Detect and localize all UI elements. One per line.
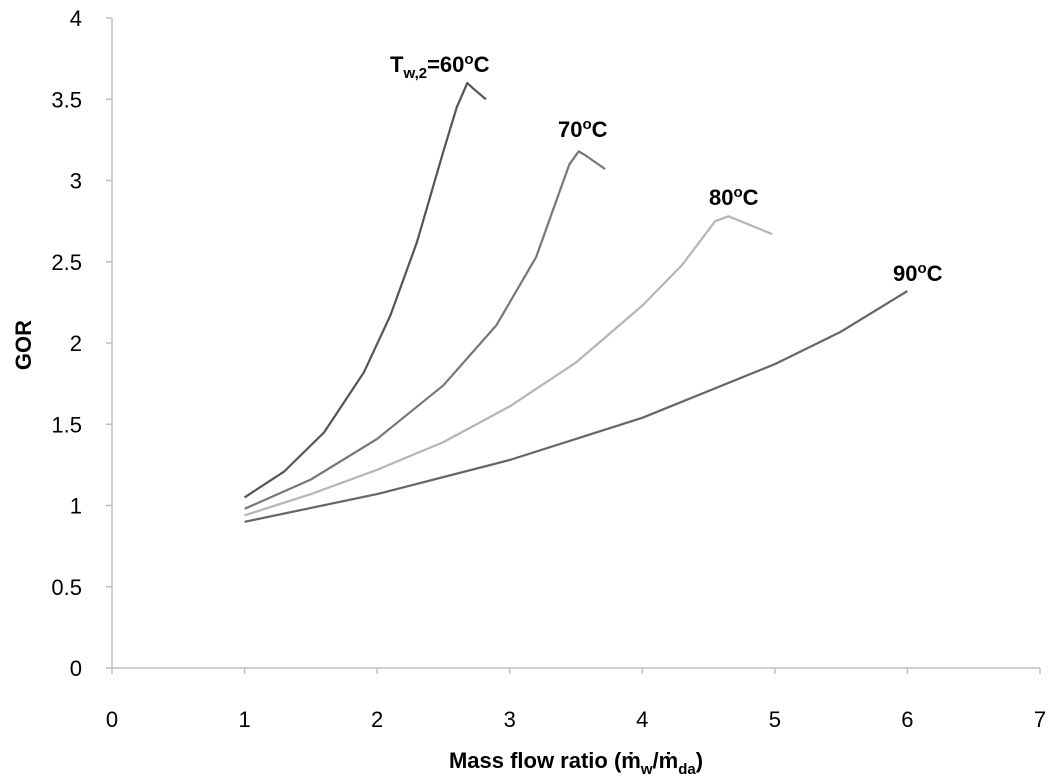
series-label-degree: o: [917, 260, 926, 277]
x-axis-title-mdot-w: ṁ: [621, 748, 641, 773]
series-lines: [243, 81, 908, 523]
x-tick-label: 2: [371, 707, 383, 732]
series-label-90: 90oC: [893, 260, 943, 286]
series-label-unit: C: [474, 52, 490, 77]
series-label-unit: C: [592, 117, 608, 142]
y-tick-label: 2.5: [51, 250, 82, 275]
series-label-degree: o: [733, 184, 742, 201]
y-tick-label: 0: [70, 656, 82, 681]
y-tick-label: 4: [70, 6, 82, 31]
series-label-main: T: [390, 52, 404, 77]
y-tick-label: 3: [70, 169, 82, 194]
series-line-80: [244, 215, 773, 517]
series-label-degree: o: [582, 116, 591, 133]
series-label-unit: C: [927, 261, 943, 286]
y-axis-title: GOR: [11, 320, 36, 370]
x-axis-title-sub-da: da: [678, 761, 696, 778]
series-line-T: [243, 81, 487, 499]
x-tick-label: 6: [901, 707, 913, 732]
x-axis-title-sub-w: w: [640, 761, 653, 778]
x-tick-label: 5: [769, 707, 781, 732]
series-label-main: 90: [893, 261, 917, 286]
y-axis-ticks: 0 0.5 1 1.5 2 2.5 3 3.5 4: [51, 6, 112, 681]
x-tick-label: 1: [238, 707, 250, 732]
series-line-70: [244, 150, 606, 510]
series-label-subscript: w,2: [402, 65, 427, 82]
x-tick-label: 7: [1034, 707, 1046, 732]
series-label-degree: o: [464, 51, 473, 68]
x-axis-title-close: ): [696, 748, 703, 773]
series-label-main: 70: [558, 117, 582, 142]
x-axis-title-slash: /: [653, 748, 659, 773]
x-tick-label: 3: [504, 707, 516, 732]
series-label-70: 70oC: [558, 116, 608, 142]
x-axis-title: Mass flow ratio (ṁw/ṁda): [449, 748, 703, 778]
y-tick-label: 2: [70, 331, 82, 356]
series-label-unit: C: [743, 185, 759, 210]
x-axis-ticks: 0 1 2 3 4 5 6 7: [106, 668, 1046, 732]
series-label-T: Tw,2=60oC: [390, 51, 490, 82]
series-label-main: 80: [709, 185, 733, 210]
y-tick-label: 1: [70, 494, 82, 519]
y-tick-label: 1.5: [51, 412, 82, 437]
x-axis-title-text: Mass flow ratio (: [449, 748, 622, 773]
x-tick-label: 4: [636, 707, 648, 732]
series-label-eq: =60: [427, 52, 464, 77]
y-tick-label: 3.5: [51, 87, 82, 112]
x-tick-label: 0: [106, 707, 118, 732]
x-axis-title-mdot-da: ṁ: [659, 748, 679, 773]
y-tick-label: 0.5: [51, 575, 82, 600]
series-line-90: [244, 290, 908, 523]
series-label-80: 80oC: [709, 184, 759, 210]
